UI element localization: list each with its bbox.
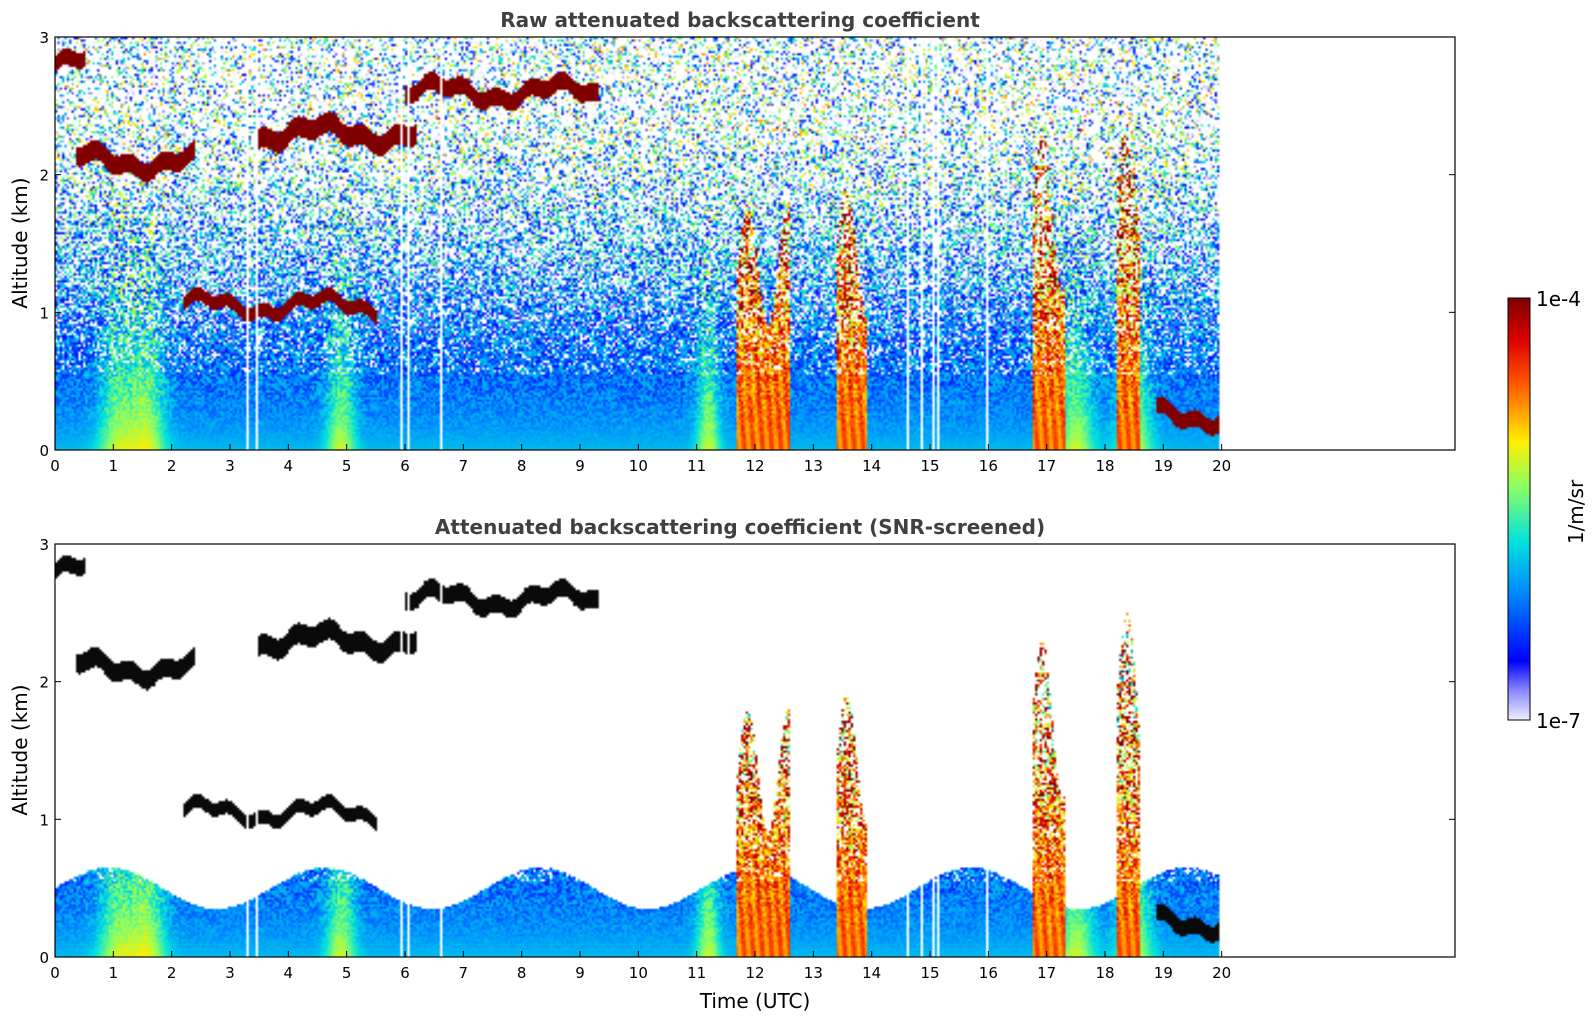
x-tick-label: 0 [50,964,60,982]
panel-title: Raw attenuated backscattering coefficien… [500,8,980,32]
y-axis-label: Altitude (km) [8,177,32,308]
y-tick-label: 2 [39,674,49,692]
colorbar-unit-label: 1/m/sr [1564,479,1588,544]
y-tick-label: 0 [39,442,49,460]
x-ticks: 0 1 2 3 4 5 6 7 8 9 10 11 12 13 14 15 16 17 18 19 20 [50,444,1231,475]
x-tick-label: 11 [687,964,706,982]
y-tick-label: 3 [39,29,49,47]
x-tick-label: 8 [517,964,527,982]
x-tick-label: 12 [745,457,764,475]
y-axis-label: Altitude (km) [8,684,32,815]
y-tick-label: 1 [39,304,49,322]
x-tick-label: 8 [517,457,527,475]
x-ticks: 0 1 2 3 4 5 6 7 8 9 10 11 12 13 14 15 16 17 18 19 20 [50,951,1231,982]
y-tick-label: 3 [39,536,49,554]
heatmap-image [55,544,1455,957]
x-tick-label: 5 [342,964,352,982]
x-tick-label: 3 [225,964,235,982]
y-tick-label: 2 [39,167,49,185]
x-tick-label: 11 [687,457,706,475]
x-tick-label: 0 [50,457,60,475]
x-tick-label: 9 [575,457,585,475]
raw-backscatter-panel: Raw attenuated backscattering coefficien… [8,8,1456,475]
colorbar: 1e-4 1e-7 1/m/sr [1507,287,1588,733]
colorbar-max-label: 1e-4 [1536,287,1581,311]
x-tick-label: 2 [167,964,177,982]
x-tick-label: 20 [1212,964,1231,982]
x-tick-label: 18 [1095,457,1114,475]
x-tick-label: 2 [167,457,177,475]
heatmap-image [55,37,1455,450]
x-tick-label: 13 [804,457,823,475]
x-tick-label: 19 [1154,964,1173,982]
y-tick-label: 1 [39,811,49,829]
screened-backscatter-panel: Attenuated backscattering coefficient (S… [8,515,1456,1013]
x-tick-label: 1 [109,457,119,475]
x-tick-label: 4 [284,964,294,982]
x-tick-label: 15 [920,964,939,982]
x-tick-label: 7 [459,964,469,982]
x-tick-label: 16 [979,964,998,982]
colorbar-gradient [1507,297,1531,721]
x-tick-label: 14 [862,964,881,982]
x-tick-label: 10 [629,457,648,475]
x-tick-label: 20 [1212,457,1231,475]
y-tick-label: 0 [39,949,49,967]
x-tick-label: 12 [745,964,764,982]
x-axis-label: Time (UTC) [699,989,811,1013]
x-tick-label: 16 [979,457,998,475]
x-tick-label: 17 [1037,964,1056,982]
x-tick-label: 1 [109,964,119,982]
x-tick-label: 15 [920,457,939,475]
colorbar-min-label: 1e-7 [1536,709,1581,733]
x-tick-label: 3 [225,457,235,475]
x-tick-label: 6 [400,457,410,475]
x-tick-label: 6 [400,964,410,982]
x-tick-label: 4 [284,457,294,475]
y-ticks: 0 1 2 3 [39,29,1455,460]
x-tick-label: 7 [459,457,469,475]
x-tick-label: 10 [629,964,648,982]
y-ticks: 0 1 2 3 [39,536,1455,967]
x-tick-label: 14 [862,457,881,475]
panel-title: Attenuated backscattering coefficient (S… [435,515,1045,539]
x-tick-label: 19 [1154,457,1173,475]
x-tick-label: 5 [342,457,352,475]
x-tick-label: 17 [1037,457,1056,475]
x-tick-label: 9 [575,964,585,982]
x-tick-label: 13 [804,964,823,982]
x-tick-label: 18 [1095,964,1114,982]
